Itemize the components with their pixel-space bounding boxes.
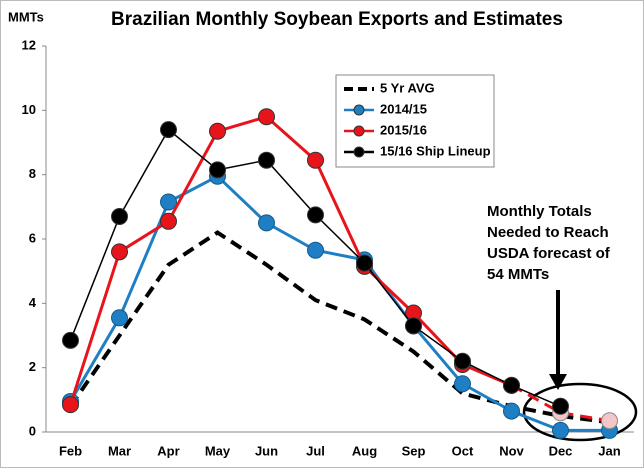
data-point — [454, 375, 471, 393]
data-point — [62, 396, 79, 414]
data-point — [160, 193, 177, 211]
y-tick-label: 10 — [22, 102, 36, 117]
x-tick-label: Jul — [306, 443, 325, 458]
annotation-line: Monthly Totals — [487, 203, 592, 220]
data-point — [258, 108, 275, 126]
data-point — [405, 317, 422, 335]
legend-label: 15/16 Ship Lineup — [380, 143, 491, 158]
x-tick-label: Jun — [255, 443, 278, 458]
annotation-line: 54 MMTs — [487, 266, 549, 283]
data-point — [552, 397, 569, 415]
x-tick-label: Jan — [598, 443, 620, 458]
y-tick-label: 6 — [29, 230, 36, 245]
legend-label: 2015/16 — [380, 122, 427, 137]
data-point — [552, 421, 569, 439]
y-axis-label: MMTs — [8, 9, 44, 24]
data-point — [307, 206, 324, 224]
data-point — [601, 412, 618, 430]
data-point — [258, 151, 275, 169]
legend-marker — [353, 125, 365, 137]
data-point — [356, 254, 373, 272]
x-tick-label: Mar — [108, 443, 131, 458]
highlight-ellipse — [522, 382, 638, 442]
legend-marker — [353, 146, 365, 158]
y-tick-label: 8 — [29, 166, 36, 181]
data-point — [258, 214, 275, 232]
series-line — [68, 230, 610, 425]
x-tick-label: Dec — [549, 443, 573, 458]
data-point — [503, 376, 520, 394]
y-tick-label: 12 — [22, 37, 36, 52]
legend-label: 5 Yr AVG — [380, 80, 435, 95]
annotation-line: USDA forecast of — [487, 245, 611, 262]
data-point — [454, 352, 471, 370]
series-line — [69, 115, 513, 406]
x-tick-label: Apr — [157, 443, 179, 458]
data-point — [111, 309, 128, 327]
chart-title: Brazilian Monthly Soybean Exports and Es… — [111, 9, 563, 30]
annotation-line: Needed to Reach — [487, 224, 609, 241]
data-point — [111, 207, 128, 225]
data-point — [209, 161, 226, 179]
x-tick-label: May — [205, 443, 231, 458]
data-point — [307, 151, 324, 169]
data-point — [307, 241, 324, 259]
data-point — [111, 243, 128, 261]
x-tick-label: Oct — [452, 443, 474, 458]
arrow-head — [549, 374, 567, 390]
x-tick-label: Sep — [402, 443, 426, 458]
data-point — [160, 212, 177, 230]
data-point — [503, 402, 520, 420]
data-point — [160, 121, 177, 139]
y-tick-label: 2 — [29, 359, 36, 374]
data-point — [209, 122, 226, 140]
y-tick-label: 4 — [29, 295, 37, 310]
legend-label: 2014/15 — [380, 101, 427, 116]
legend-marker — [353, 104, 365, 116]
x-tick-label: Feb — [59, 443, 82, 458]
y-tick-label: 0 — [29, 423, 36, 438]
x-tick-label: Nov — [499, 443, 524, 458]
x-tick-label: Aug — [352, 443, 377, 458]
data-point — [62, 331, 79, 349]
